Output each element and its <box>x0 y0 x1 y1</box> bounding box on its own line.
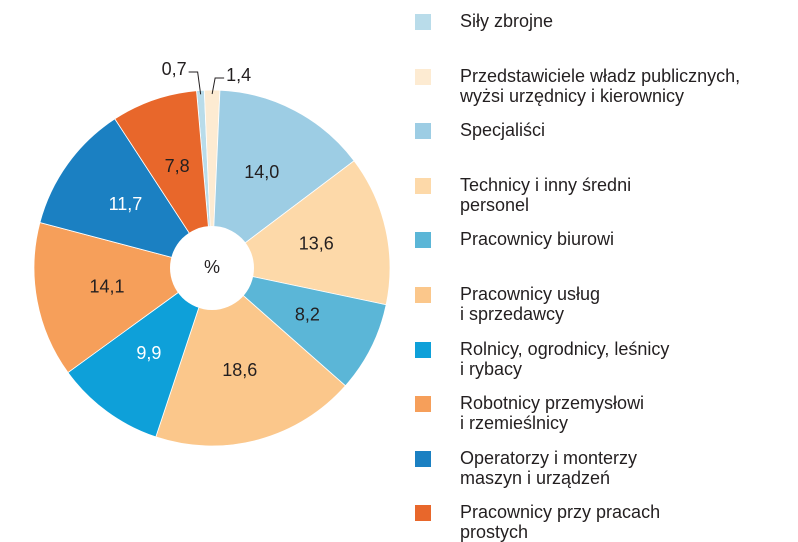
legend-label: Rolnicy, ogrodnicy, leśnicy i rybacy <box>460 338 670 379</box>
legend-label: Robotnicy przemysłowi i rzemieślnicy <box>460 393 645 434</box>
legend-swatch <box>415 14 431 30</box>
legend-label: Operatorzy i monterzy maszyn i urządzeń <box>460 447 638 488</box>
legend-swatch <box>415 287 431 303</box>
pie-slice <box>210 267 387 387</box>
legend-swatch <box>415 123 431 140</box>
value-label: 9,9 <box>136 343 161 363</box>
value-label: 13,6 <box>299 234 334 254</box>
legend-label: Specjaliści <box>460 120 546 141</box>
legend-label: Pracownicy biurowi <box>460 229 615 250</box>
legend-swatch <box>415 450 431 467</box>
legend-label: Przedstawiciele władz publicznych, wyżsi… <box>460 65 741 106</box>
legend-swatch <box>415 68 431 85</box>
legend-swatch <box>415 232 431 249</box>
legend-swatch <box>415 505 431 522</box>
value-label: 7,8 <box>165 156 190 176</box>
pie-slice <box>155 267 347 447</box>
pie-chart: 0,7 1,4 14,0 13,6 8,2 18,6 9,9 14,1 11,7 7,8% <box>33 59 391 447</box>
value-label: 1,4 <box>226 65 251 85</box>
legend-label: Technicy i inny średni personel <box>460 174 632 215</box>
legend-swatch <box>415 396 431 413</box>
pie-slice <box>211 160 391 306</box>
pie-slice <box>114 90 213 269</box>
legend-swatch <box>415 177 431 194</box>
leader-line <box>211 77 225 95</box>
center-label: % <box>204 257 220 277</box>
pie-slice <box>67 266 213 438</box>
pie-slice <box>211 89 355 269</box>
value-label: 14,0 <box>244 162 279 182</box>
value-label: 0,7 <box>162 59 187 79</box>
legend-label: Siły zbrojne <box>460 11 554 31</box>
pie-slice <box>33 222 213 374</box>
value-label: 8,2 <box>295 305 320 325</box>
donut-hole <box>170 226 254 310</box>
pie-slice <box>39 118 213 269</box>
leader-line <box>188 71 202 95</box>
value-label: 18,6 <box>222 360 257 380</box>
legend-label: Pracownicy usług i sprzedawcy <box>460 284 601 324</box>
value-label: 11,7 <box>109 194 143 214</box>
legend-label: Pracownicy przy pracach prostych <box>460 502 661 542</box>
legend-swatch <box>415 341 431 358</box>
value-label: 14,1 <box>89 276 124 296</box>
